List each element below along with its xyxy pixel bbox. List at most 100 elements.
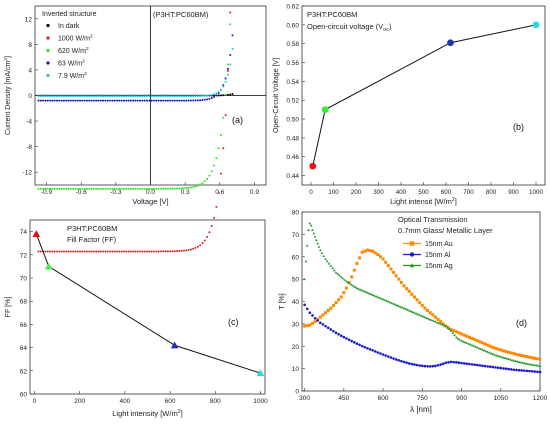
voc-line	[312, 24, 537, 167]
jv-point	[194, 95, 197, 98]
transmission-point	[500, 355, 503, 358]
x-axis-label: Light intensity [W/m2]	[112, 409, 182, 418]
transmission-point	[363, 345, 367, 349]
legend-label-main: In dark	[58, 23, 80, 30]
transmission-point	[369, 292, 373, 296]
jv-point	[113, 250, 116, 253]
jv-point	[139, 95, 142, 98]
jv-point	[201, 182, 204, 185]
jv-point	[146, 187, 149, 190]
x-tick-label: -0.6	[76, 189, 88, 196]
transmission-point	[407, 309, 411, 312]
transmission-point	[431, 364, 435, 368]
transmission-point	[360, 250, 364, 254]
jv-point	[127, 187, 130, 190]
transmission-point	[414, 312, 418, 315]
transmission-point	[465, 334, 469, 338]
jv-point	[69, 99, 72, 102]
jv-point	[222, 85, 225, 88]
jv-point	[217, 94, 220, 97]
jv-point	[219, 94, 222, 97]
voc-point	[447, 39, 454, 47]
jv-point	[157, 95, 160, 98]
transmission-point	[376, 351, 380, 354]
jv-point	[182, 99, 185, 102]
jv-point	[224, 113, 227, 116]
jv-point	[60, 187, 63, 190]
jv-point	[166, 95, 169, 98]
transmission-point	[432, 319, 435, 322]
y-tick-label: 0.50	[286, 117, 299, 124]
jv-point	[152, 99, 155, 102]
y-tick-label: 0.62	[286, 4, 299, 11]
transmission-point	[376, 295, 380, 299]
transmission-point	[496, 354, 500, 357]
jv-point	[176, 250, 179, 253]
transmission-point	[353, 341, 356, 344]
transmission-point	[536, 370, 539, 374]
transmission-point	[380, 297, 383, 300]
jv-point	[201, 94, 204, 97]
jv-point	[127, 250, 130, 253]
transmission-point	[486, 365, 489, 368]
jv-point	[118, 95, 121, 98]
jv-point	[106, 250, 109, 253]
jv-point	[217, 191, 220, 194]
y-tick-label: 4	[28, 67, 32, 74]
jv-point	[79, 95, 82, 98]
transmission-point	[453, 333, 456, 337]
jv-point	[92, 187, 95, 190]
jv-point	[143, 187, 146, 190]
jv-point	[210, 225, 213, 228]
jv-point	[49, 187, 52, 190]
legend-label-sup: 2	[86, 46, 89, 52]
x-tick-label: 0	[33, 398, 37, 405]
transmission-point	[504, 367, 508, 371]
transmission-point	[394, 358, 398, 361]
jv-point	[203, 94, 206, 97]
legend-marker	[46, 73, 50, 78]
transmission-point	[462, 362, 466, 365]
panel-letter: (d)	[516, 318, 527, 328]
transmission-point	[415, 298, 419, 302]
transmission-point	[321, 323, 325, 326]
jv-point	[210, 97, 213, 100]
transmission-point	[343, 278, 347, 281]
jv-point	[201, 99, 204, 102]
jv-point	[229, 93, 232, 96]
legend-marker	[46, 61, 50, 65]
jv-point	[180, 95, 183, 98]
jv-point	[88, 99, 91, 102]
transmission-point	[368, 249, 372, 253]
jv-point	[81, 99, 84, 102]
transmission-point	[316, 319, 319, 322]
jv-point	[104, 99, 107, 102]
jv-point	[196, 99, 199, 102]
jv-point	[229, 23, 232, 26]
transmission-point	[378, 296, 381, 299]
x-tick-label: 200	[74, 398, 85, 405]
transmission-point	[452, 329, 456, 333]
jv-point	[143, 95, 146, 98]
transmission-point	[383, 298, 387, 302]
transmission-point	[505, 357, 509, 360]
transmission-point	[327, 262, 331, 265]
jv-point	[148, 95, 151, 98]
jv-point	[111, 99, 114, 102]
jv-point	[146, 250, 149, 253]
transmission-point	[509, 368, 513, 371]
y-tick-label: 60	[292, 254, 300, 261]
transmission-point	[339, 334, 343, 338]
transmission-point	[319, 321, 322, 325]
jv-point	[44, 99, 47, 102]
jv-point	[173, 99, 176, 102]
transmission-point	[350, 283, 353, 286]
transmission-point	[359, 288, 362, 291]
x-tick-label: 1000	[529, 189, 544, 196]
jv-point	[196, 184, 199, 187]
voc-point	[309, 162, 317, 170]
jv-point	[231, 93, 234, 96]
transmission-point	[472, 344, 476, 347]
legend-label-sup: 2	[84, 71, 87, 77]
transmission-point	[362, 289, 366, 293]
